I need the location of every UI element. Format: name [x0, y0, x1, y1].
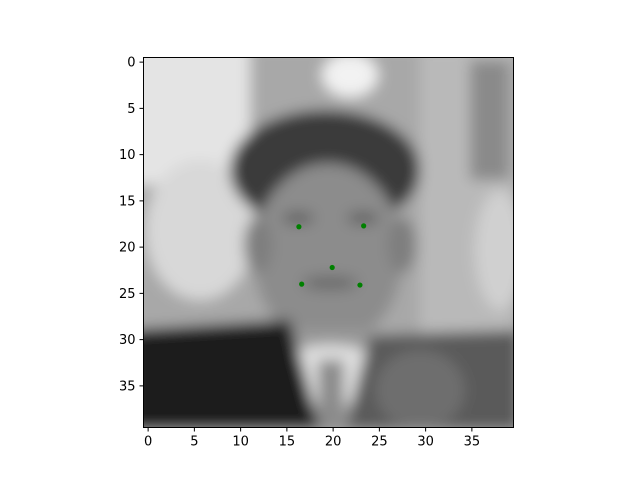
x-tick-label: 15 [279, 435, 296, 450]
keypoint-nose-tip [329, 264, 335, 271]
y-tick-label: 10 [119, 148, 136, 163]
y-tick-label: 30 [119, 333, 136, 348]
x-tick-label: 20 [325, 435, 342, 450]
x-tick-label: 25 [371, 435, 388, 450]
x-tick-label: 35 [464, 435, 481, 450]
keypoint-mouth-right [357, 282, 363, 288]
y-tick-label: 20 [119, 241, 136, 256]
x-tick-label: 0 [144, 435, 152, 450]
keypoint-mouth-left [299, 281, 305, 287]
y-tick-label: 0 [127, 56, 135, 71]
tick-group: 0 5 10 15 20 25 30 35 0 5 10 15 20 25 30 35 [119, 56, 480, 450]
x-tick-label: 30 [417, 435, 434, 450]
keypoint-group [296, 223, 367, 288]
y-tick-label: 15 [119, 194, 136, 209]
keypoint-right-eye [361, 223, 367, 229]
image-panel [143, 57, 514, 428]
axes-frame [143, 57, 514, 428]
x-tick-label: 10 [232, 435, 249, 450]
y-tick-label: 35 [119, 379, 136, 394]
y-tick-label: 25 [119, 287, 136, 302]
x-tick-label: 5 [190, 435, 198, 450]
y-tick-label: 5 [127, 102, 135, 117]
keypoint-left-eye [296, 224, 302, 230]
